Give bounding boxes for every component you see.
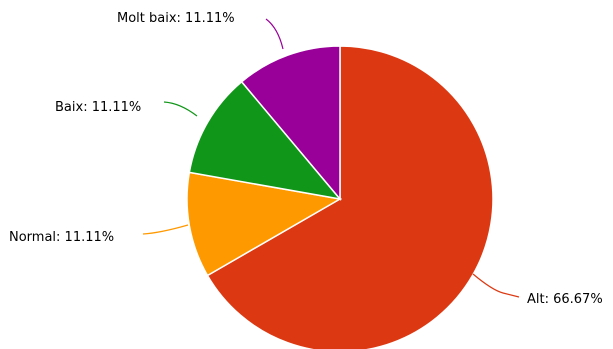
slice-label-baix: Baix: 11.11% [55, 100, 141, 115]
leader-lines [142, 18, 520, 298]
pie-slice-alt[interactable] [206, 45, 494, 349]
pie-slice-baix[interactable] [188, 80, 342, 201]
pie-slice-molt-baix[interactable] [240, 45, 341, 202]
leader-line-normal [142, 224, 189, 235]
leader-line-molt-baix [265, 18, 284, 50]
leader-line-baix [163, 101, 198, 117]
leader-line-alt [472, 273, 520, 298]
slice-label-alt: Alt: 66.67% [527, 292, 603, 307]
slice-label-molt-baix: Molt baix: 11.11% [117, 11, 235, 26]
slice-label-normal: Normal: 11.11% [9, 230, 114, 245]
slice-labels: Alt: 66.67% Normal: 11.11% Baix: 11.11% Mol… [9, 11, 603, 307]
pie-slices [186, 45, 494, 349]
pie-slice-normal[interactable] [186, 171, 343, 277]
